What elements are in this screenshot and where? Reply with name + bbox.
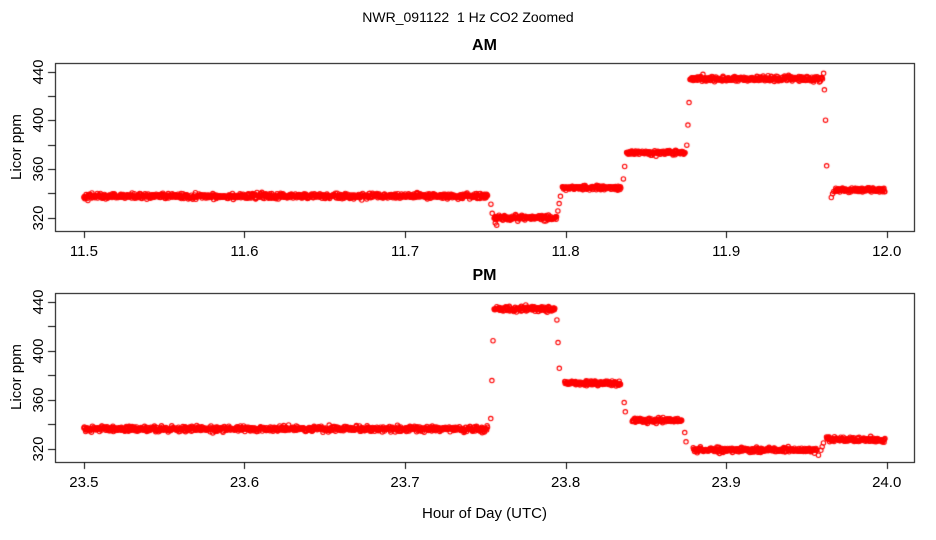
panel-title-am: AM	[472, 37, 497, 54]
x-tick-label: 23.9	[711, 474, 741, 491]
x-tick-label: 11.9	[712, 243, 741, 260]
x-axis-label: Hour of Day (UTC)	[421, 505, 548, 522]
x-tick-label: 11.5	[69, 243, 98, 260]
x-tick-label: 12.0	[872, 243, 902, 260]
y-tick-label: 400	[30, 338, 47, 364]
x-tick-label: 23.8	[550, 474, 581, 491]
x-tick-label: 11.7	[390, 243, 420, 260]
y-tick-label: 320	[30, 205, 47, 231]
y-tick-label: 360	[30, 387, 47, 413]
chart-title: NWR_091122 1 Hz CO2 Zoomed	[362, 9, 574, 25]
x-tick-label: 24.0	[872, 474, 902, 491]
x-tick-label: 11.8	[551, 243, 580, 260]
y-tick-label: 360	[30, 156, 47, 182]
panel-title-pm: PM	[472, 267, 497, 284]
y-axis-label-pm: Licor ppm	[8, 344, 25, 410]
y-tick-label: 400	[30, 107, 47, 133]
y-axis-label-am: Licor ppm	[8, 114, 25, 180]
y-tick-label: 320	[30, 436, 47, 462]
x-tick-label: 11.6	[230, 243, 259, 260]
x-tick-label: 23.7	[390, 474, 420, 491]
y-tick-label: 440	[30, 289, 47, 315]
x-tick-label: 23.5	[69, 474, 99, 491]
x-tick-label: 23.6	[229, 474, 260, 491]
y-tick-label: 440	[30, 59, 47, 85]
